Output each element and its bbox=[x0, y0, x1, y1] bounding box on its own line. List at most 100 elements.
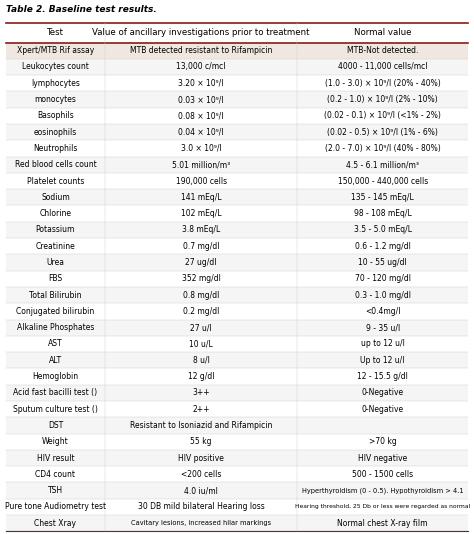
Text: Xpert/MTB Rif assay: Xpert/MTB Rif assay bbox=[17, 46, 94, 55]
Bar bbox=[6, 450, 468, 466]
Text: 4.0 iu/ml: 4.0 iu/ml bbox=[184, 486, 218, 495]
Text: 150,000 - 440,000 cells: 150,000 - 440,000 cells bbox=[337, 177, 428, 185]
Bar bbox=[6, 43, 468, 59]
Bar bbox=[6, 352, 468, 368]
Text: Acid fast bacilli test (): Acid fast bacilli test () bbox=[13, 388, 98, 397]
Text: (2.0 - 7.0) × 10⁹/l (40% - 80%): (2.0 - 7.0) × 10⁹/l (40% - 80%) bbox=[325, 144, 441, 153]
Text: Potassium: Potassium bbox=[36, 225, 75, 234]
Bar bbox=[6, 384, 468, 401]
Bar bbox=[6, 222, 468, 238]
Text: 3.0 × 10⁹/l: 3.0 × 10⁹/l bbox=[181, 144, 221, 153]
Bar bbox=[6, 434, 468, 450]
Bar bbox=[6, 238, 468, 254]
Text: 4.5 - 6.1 million/m³: 4.5 - 6.1 million/m³ bbox=[346, 160, 419, 169]
Text: Creatinine: Creatinine bbox=[36, 242, 75, 250]
Text: Leukocytes count: Leukocytes count bbox=[22, 62, 89, 72]
Text: 9 - 35 u/l: 9 - 35 u/l bbox=[365, 323, 400, 332]
Bar bbox=[6, 75, 468, 91]
Text: Neutrophils: Neutrophils bbox=[33, 144, 78, 153]
Bar bbox=[6, 336, 468, 352]
Text: 3.5 - 5.0 mEq/L: 3.5 - 5.0 mEq/L bbox=[354, 225, 412, 234]
Bar bbox=[6, 206, 468, 222]
Bar bbox=[6, 417, 468, 434]
Text: 0.04 × 10⁹/l: 0.04 × 10⁹/l bbox=[178, 128, 224, 137]
Bar bbox=[6, 189, 468, 206]
Text: (0.02 - 0.5) × 10⁹/l (1% - 6%): (0.02 - 0.5) × 10⁹/l (1% - 6%) bbox=[327, 128, 438, 137]
Text: Normal chest X-ray film: Normal chest X-ray film bbox=[337, 519, 428, 528]
Text: 141 mEq/L: 141 mEq/L bbox=[181, 193, 221, 202]
Text: 3++: 3++ bbox=[192, 388, 210, 397]
Text: Weight: Weight bbox=[42, 437, 69, 446]
Text: ALT: ALT bbox=[49, 356, 62, 365]
Text: Cavitary lesions, increased hilar markings: Cavitary lesions, increased hilar markin… bbox=[131, 520, 271, 526]
Text: Red blood cells count: Red blood cells count bbox=[15, 160, 96, 169]
Text: lymphocytes: lymphocytes bbox=[31, 78, 80, 88]
Text: HIV result: HIV result bbox=[36, 453, 74, 462]
Bar bbox=[6, 108, 468, 124]
Bar bbox=[6, 401, 468, 417]
Text: Hyperthyroidism (0 - 0.5). Hypothyroidism > 4.1: Hyperthyroidism (0 - 0.5). Hypothyroidis… bbox=[302, 488, 464, 494]
Text: monocytes: monocytes bbox=[35, 95, 76, 104]
Text: Value of ancillary investigations prior to treatment: Value of ancillary investigations prior … bbox=[92, 28, 310, 37]
Text: 102 mEq/L: 102 mEq/L bbox=[181, 209, 221, 218]
Text: Hemoglobin: Hemoglobin bbox=[32, 372, 79, 381]
Text: 0.2 mg/dl: 0.2 mg/dl bbox=[183, 307, 219, 316]
Text: 12 - 15.5 g/dl: 12 - 15.5 g/dl bbox=[357, 372, 408, 381]
Text: 2++: 2++ bbox=[192, 405, 210, 414]
Text: >70 kg: >70 kg bbox=[369, 437, 397, 446]
Text: 10 u/L: 10 u/L bbox=[189, 340, 213, 349]
Text: 352 mg/dl: 352 mg/dl bbox=[182, 274, 220, 283]
Text: Sputum culture test (): Sputum culture test () bbox=[13, 405, 98, 414]
Text: Total Bilirubin: Total Bilirubin bbox=[29, 290, 82, 300]
Text: (1.0 - 3.0) × 10⁹/l (20% - 40%): (1.0 - 3.0) × 10⁹/l (20% - 40%) bbox=[325, 78, 441, 88]
Text: 8 u/l: 8 u/l bbox=[193, 356, 210, 365]
Text: <200 cells: <200 cells bbox=[181, 470, 221, 479]
Text: 13,000 c/mcl: 13,000 c/mcl bbox=[176, 62, 226, 72]
Text: 27 ug/dl: 27 ug/dl bbox=[185, 258, 217, 267]
Text: MTB-Not detected.: MTB-Not detected. bbox=[347, 46, 419, 55]
Text: 5.01 million/m³: 5.01 million/m³ bbox=[172, 160, 230, 169]
Text: Sodium: Sodium bbox=[41, 193, 70, 202]
Bar bbox=[6, 482, 468, 499]
Bar bbox=[6, 173, 468, 189]
Text: 135 - 145 mEq/L: 135 - 145 mEq/L bbox=[351, 193, 414, 202]
Text: DST: DST bbox=[48, 421, 63, 430]
Text: Table 2. Baseline test results.: Table 2. Baseline test results. bbox=[6, 5, 156, 14]
Text: 500 - 1500 cells: 500 - 1500 cells bbox=[352, 470, 413, 479]
Bar bbox=[6, 319, 468, 336]
Bar bbox=[6, 156, 468, 173]
Bar bbox=[6, 91, 468, 108]
Bar bbox=[6, 368, 468, 384]
Text: Urea: Urea bbox=[46, 258, 64, 267]
Text: 0.8 mg/dl: 0.8 mg/dl bbox=[183, 290, 219, 300]
Text: (0.2 - 1.0) × 10⁹/l (2% - 10%): (0.2 - 1.0) × 10⁹/l (2% - 10%) bbox=[328, 95, 438, 104]
Bar bbox=[6, 466, 468, 482]
Text: 70 - 120 mg/dl: 70 - 120 mg/dl bbox=[355, 274, 411, 283]
Text: Pure tone Audiometry test: Pure tone Audiometry test bbox=[5, 502, 106, 512]
Text: 0.3 - 1.0 mg/dl: 0.3 - 1.0 mg/dl bbox=[355, 290, 411, 300]
Text: eosinophils: eosinophils bbox=[34, 128, 77, 137]
Text: Hearing threshold, 25 Db or less were regarded as normal: Hearing threshold, 25 Db or less were re… bbox=[295, 505, 470, 509]
Text: 55 kg: 55 kg bbox=[191, 437, 212, 446]
Text: 98 - 108 mEq/L: 98 - 108 mEq/L bbox=[354, 209, 411, 218]
Text: Basophils: Basophils bbox=[37, 111, 74, 120]
Text: Resistant to Isoniazid and Rifampicin: Resistant to Isoniazid and Rifampicin bbox=[130, 421, 273, 430]
Bar bbox=[6, 254, 468, 271]
Text: up to 12 u/l: up to 12 u/l bbox=[361, 340, 405, 349]
Text: 0.6 - 1.2 mg/dl: 0.6 - 1.2 mg/dl bbox=[355, 242, 410, 250]
Text: HIV negative: HIV negative bbox=[358, 453, 407, 462]
Text: 3.20 × 10⁹/l: 3.20 × 10⁹/l bbox=[178, 78, 224, 88]
Text: 0-Negative: 0-Negative bbox=[362, 388, 404, 397]
Text: 4000 - 11,000 cells/mcl: 4000 - 11,000 cells/mcl bbox=[338, 62, 428, 72]
Text: 0-Negative: 0-Negative bbox=[362, 405, 404, 414]
Text: CD4 count: CD4 count bbox=[36, 470, 75, 479]
Text: Normal value: Normal value bbox=[354, 28, 411, 37]
Text: Up to 12 u/l: Up to 12 u/l bbox=[360, 356, 405, 365]
Bar bbox=[6, 303, 468, 319]
Text: 3.8 mEq/L: 3.8 mEq/L bbox=[182, 225, 220, 234]
Text: 27 u/l: 27 u/l bbox=[190, 323, 212, 332]
Bar bbox=[6, 23, 468, 43]
Text: Platelet counts: Platelet counts bbox=[27, 177, 84, 185]
Bar bbox=[6, 515, 468, 531]
Text: Chest Xray: Chest Xray bbox=[35, 519, 76, 528]
